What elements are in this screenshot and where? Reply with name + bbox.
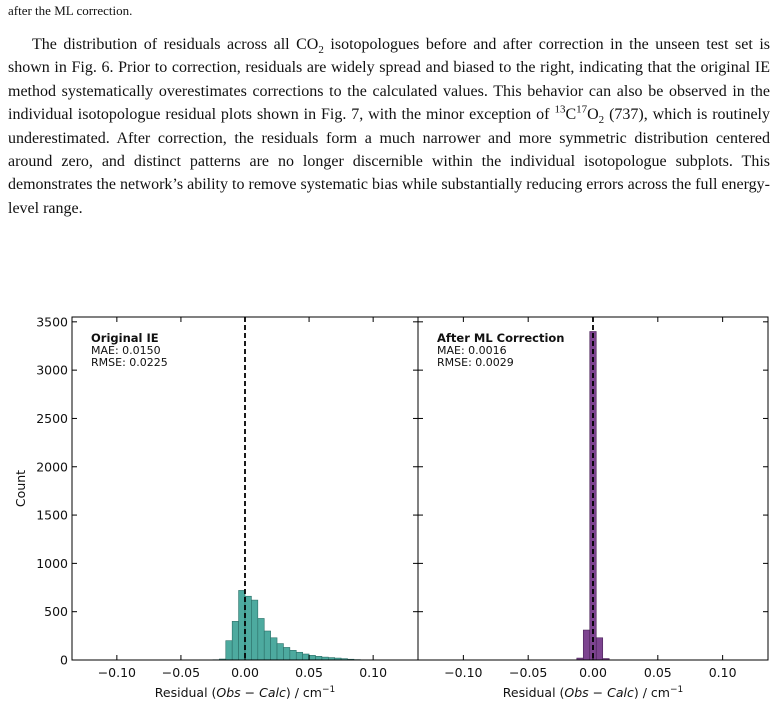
bar xyxy=(231,621,239,661)
x-axis-label: Residual (Obs − Calc) / cm−1 xyxy=(503,685,683,700)
y-tick-label: 2500 xyxy=(36,411,68,426)
bar xyxy=(302,653,310,661)
annotation-title: After ML Correction xyxy=(437,331,564,345)
label-run: ) / cm xyxy=(634,685,670,700)
bar xyxy=(251,599,259,661)
annotation: RMSE: 0.0225 xyxy=(91,356,168,369)
label-run: Obs − Calc xyxy=(564,685,634,700)
x-tick-label: 0.05 xyxy=(295,665,323,680)
text-run: 2 xyxy=(318,44,324,57)
y-tick-label: 2000 xyxy=(36,459,68,474)
x-tick-label: 0.10 xyxy=(709,665,737,680)
y-tick-label: 500 xyxy=(44,604,68,619)
x-tick-label: −0.05 xyxy=(162,665,200,680)
annotation-title: Original IE xyxy=(91,331,159,345)
bar xyxy=(315,656,323,661)
x-tick-label: −0.10 xyxy=(98,665,136,680)
bar xyxy=(295,651,303,661)
bar xyxy=(582,629,591,661)
text-fragment: after the ML correction. xyxy=(8,3,133,18)
x-tick-label: 0.10 xyxy=(359,665,387,680)
label-run: −1 xyxy=(670,685,683,695)
bar xyxy=(289,650,297,661)
annotation: MAE: 0.0016 xyxy=(437,344,507,357)
paragraph: The distribution of residuals across all… xyxy=(8,33,770,220)
y-axis-label: Count xyxy=(13,470,28,507)
label-run: −1 xyxy=(322,685,335,695)
text-run: (737), which is routinely underestimated… xyxy=(8,106,770,217)
bar xyxy=(270,637,278,661)
bar xyxy=(257,618,265,661)
bar xyxy=(238,590,246,661)
text-run: 17 xyxy=(576,103,588,116)
text-run: isotopologues before and after correctio… xyxy=(8,36,771,124)
y-tick-label: 1000 xyxy=(36,556,68,571)
text-run: O xyxy=(587,106,599,124)
bar xyxy=(283,647,291,661)
text-run: C xyxy=(565,106,577,124)
y-tick-label: 1500 xyxy=(36,508,68,523)
bar xyxy=(276,643,284,661)
x-tick-label: −0.05 xyxy=(509,665,547,680)
y-tick-label: 3000 xyxy=(36,363,68,378)
label-run: Residual ( xyxy=(503,685,565,700)
bar xyxy=(263,630,271,661)
label-run: Obs − Calc xyxy=(216,685,286,700)
x-tick-label: 0.00 xyxy=(231,665,259,680)
bar xyxy=(595,637,604,661)
bar xyxy=(308,655,316,661)
x-tick-label: 0.00 xyxy=(579,665,607,680)
label-run: Residual ( xyxy=(155,685,217,700)
label-run: ) / cm xyxy=(286,685,322,700)
y-tick-label: 0 xyxy=(60,653,68,668)
text-run: 13 xyxy=(554,103,566,116)
y-tick-label: 3500 xyxy=(36,314,68,329)
bar xyxy=(244,595,252,661)
bar xyxy=(225,640,233,661)
x-axis-label: Residual (Obs − Calc) / cm−1 xyxy=(155,685,335,700)
text-run: The distribution of residuals across all… xyxy=(32,36,319,53)
annotation: MAE: 0.0150 xyxy=(91,344,161,357)
annotation: RMSE: 0.0029 xyxy=(437,356,514,369)
text-run: 2 xyxy=(598,114,605,127)
x-tick-label: −0.10 xyxy=(444,665,482,680)
x-tick-label: 0.05 xyxy=(644,665,672,680)
